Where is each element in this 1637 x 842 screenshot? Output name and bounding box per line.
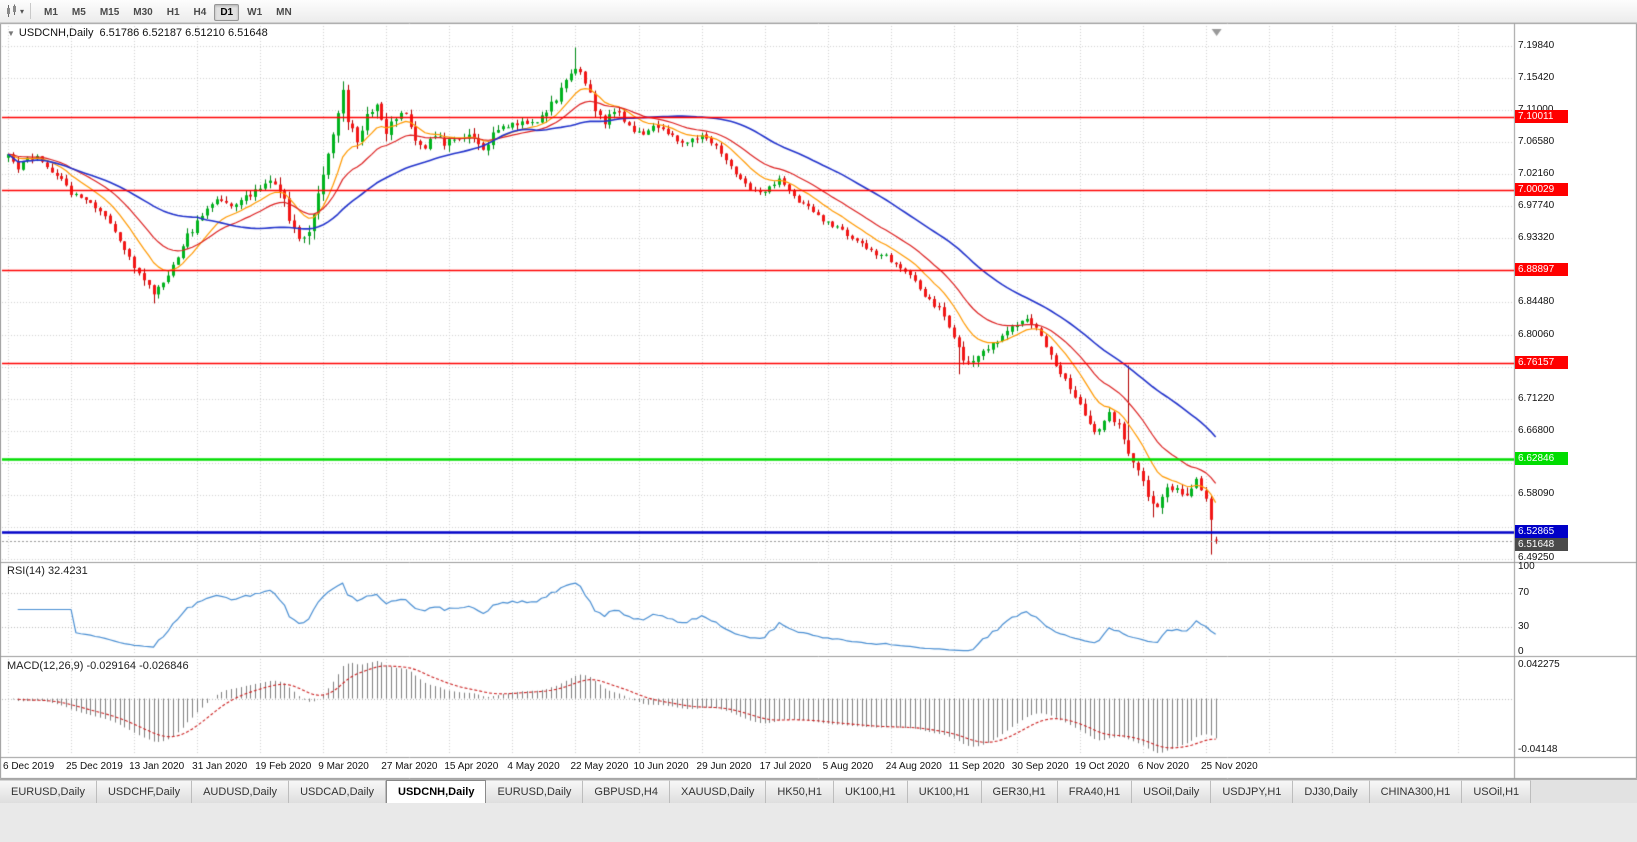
date-axis-label: 19 Oct 2020 bbox=[1074, 761, 1130, 772]
chart-tab-usdcnh-daily[interactable]: USDCNH,Daily bbox=[386, 780, 487, 803]
date-axis-label: 6 Dec 2019 bbox=[3, 761, 55, 772]
date-axis-label: 31 Jan 2020 bbox=[192, 761, 248, 772]
price-axis-label: 6.93320 bbox=[1518, 232, 1555, 244]
chart-symbol-label: USDCNH,Daily bbox=[18, 27, 94, 39]
hline-price-tag[interactable]: 6.62846 bbox=[1515, 452, 1568, 466]
date-axis-label: 19 Feb 2020 bbox=[255, 761, 312, 772]
chart-tab-usoil-daily[interactable]: USOil,Daily bbox=[1132, 780, 1212, 803]
date-axis-label: 25 Nov 2020 bbox=[1200, 761, 1258, 772]
price-axis-label: 7.06580 bbox=[1518, 136, 1555, 148]
date-axis-label: 25 Dec 2019 bbox=[66, 761, 123, 772]
toolbar: ▾ M1 M5 M15 M30 H1 H4 D1 W1 MN bbox=[0, 0, 1637, 23]
chart-tab-xauusd-daily[interactable]: XAUUSD,Daily bbox=[669, 780, 767, 803]
chart-tab-dj30-daily[interactable]: DJ30,Daily bbox=[1293, 780, 1370, 803]
date-axis-label: 13 Jan 2020 bbox=[129, 761, 185, 772]
chart-tab-ger30-h1[interactable]: GER30,H1 bbox=[981, 780, 1058, 803]
chart-tab-usdjpy-h1[interactable]: USDJPY,H1 bbox=[1211, 780, 1294, 803]
chart-tab-eurusd-daily[interactable]: EURUSD,Daily bbox=[0, 780, 97, 803]
timeframe-button-M5[interactable]: M5 bbox=[71, 7, 86, 18]
macd-indicator-label: MACD(12,26,9) -0.029164 -0.026846 bbox=[7, 660, 189, 672]
rsi-axis-label: 100 bbox=[1518, 561, 1535, 572]
date-axis-label: 27 Mar 2020 bbox=[381, 761, 438, 772]
timeframe-button-H4[interactable]: H4 bbox=[193, 7, 207, 18]
date-axis-label: 24 Aug 2020 bbox=[885, 761, 942, 772]
date-axis-label: 9 Mar 2020 bbox=[318, 761, 369, 772]
date-axis-label: 4 May 2020 bbox=[507, 761, 560, 772]
collapse-arrow-icon[interactable]: ▼ bbox=[7, 29, 15, 38]
timeframe-button-M15[interactable]: M15 bbox=[99, 7, 120, 18]
rsi-axis-label: 70 bbox=[1518, 586, 1530, 598]
candlestick-chart-icon[interactable] bbox=[5, 4, 19, 18]
chart-ohlc-values: 6.51786 6.52187 6.51210 6.51648 bbox=[99, 27, 268, 39]
rsi-axis-label: 0 bbox=[1518, 646, 1524, 657]
price-axis-label: 7.02160 bbox=[1518, 168, 1555, 180]
chevron-down-icon[interactable]: ▾ bbox=[20, 6, 25, 16]
hline-price-tag[interactable]: 6.52865 bbox=[1515, 524, 1568, 538]
date-axis-label: 5 Aug 2020 bbox=[822, 761, 874, 772]
rsi-pane[interactable] bbox=[0, 563, 1514, 656]
macd-axis-bottom-label: -0.04148 bbox=[1518, 744, 1558, 755]
date-axis-label: 17 Jul 2020 bbox=[759, 761, 812, 772]
chart-tab-bar: EURUSD,Daily USDCHF,Daily AUDUSD,Daily USDC… bbox=[0, 779, 1637, 803]
date-axis-label: 22 May 2020 bbox=[570, 761, 629, 772]
current-price-tag: 6.51648 bbox=[1515, 537, 1568, 551]
date-axis-label: 11 Sep 2020 bbox=[948, 761, 1005, 772]
price-axis-label: 7.19840 bbox=[1518, 40, 1555, 51]
hline-price-tag[interactable]: 7.10011 bbox=[1515, 110, 1568, 124]
price-axis-label: 7.15420 bbox=[1518, 72, 1555, 84]
timeframe-button-M1[interactable]: M1 bbox=[44, 7, 58, 18]
price-axis-label: 6.71220 bbox=[1518, 392, 1555, 404]
price-axis-label: 6.80060 bbox=[1518, 328, 1555, 340]
price-axis-label: 6.66800 bbox=[1518, 424, 1555, 436]
timeframe-button-H1[interactable]: H1 bbox=[166, 7, 180, 18]
price-axis-label: 6.97740 bbox=[1518, 200, 1555, 212]
timeframe-button-MN[interactable]: MN bbox=[276, 7, 292, 18]
chart-title: ▼ USDCNH,Daily 6.51786 6.52187 6.51210 6.5… bbox=[7, 27, 268, 39]
chart-tab-usoil-h1[interactable]: USOil,H1 bbox=[1462, 780, 1532, 803]
chart-tab-eurusd-daily[interactable]: EURUSD,Daily bbox=[486, 780, 584, 803]
price-axis[interactable] bbox=[1514, 23, 1637, 758]
toolbar-separator bbox=[30, 3, 32, 19]
chart-tab-audusd-daily[interactable]: AUDUSD,Daily bbox=[192, 780, 290, 803]
rsi-axis-label: 30 bbox=[1518, 620, 1530, 632]
hline-price-tag[interactable]: 6.88897 bbox=[1515, 263, 1568, 277]
price-axis-label: 6.49250 bbox=[1518, 552, 1555, 563]
date-axis-label: 15 Apr 2020 bbox=[444, 761, 499, 772]
chart-tab-fra40-h1[interactable]: FRA40,H1 bbox=[1057, 780, 1133, 803]
date-axis-label: 6 Nov 2020 bbox=[1137, 761, 1190, 772]
chart-canvas[interactable] bbox=[0, 0, 1637, 779]
macd-pane[interactable] bbox=[0, 657, 1514, 757]
chart-tab-gbpusd-h4[interactable]: GBPUSD,H4 bbox=[583, 780, 670, 803]
price-axis-label: 7.11000 bbox=[1518, 104, 1553, 115]
date-axis-label: 10 Jun 2020 bbox=[633, 761, 689, 772]
hline-price-tag[interactable]: 7.00029 bbox=[1515, 182, 1568, 196]
chart-tab-usdchf-daily[interactable]: USDCHF,Daily bbox=[96, 780, 193, 803]
timeframe-group: M1 M5 M15 M30 H1 H4 D1 W1 MN bbox=[37, 2, 299, 21]
chart-tab-uk100-h1[interactable]: UK100,H1 bbox=[907, 780, 982, 803]
chart-tab-china300-h1[interactable]: CHINA300,H1 bbox=[1369, 780, 1463, 803]
hline-price-tag[interactable]: 6.76157 bbox=[1515, 355, 1568, 369]
timeframe-button-M30[interactable]: M30 bbox=[133, 7, 153, 18]
chart-tab-hk50-h1[interactable]: HK50,H1 bbox=[766, 780, 834, 803]
timeframe-button-D1[interactable]: D1 bbox=[214, 4, 240, 21]
chart-tab-uk100-h1[interactable]: UK100,H1 bbox=[833, 780, 908, 803]
date-axis-label: 30 Sep 2020 bbox=[1011, 761, 1069, 772]
timeframe-button-W1[interactable]: W1 bbox=[247, 7, 263, 18]
price-axis-label: 6.84480 bbox=[1518, 296, 1555, 308]
chart-tab-usdcad-daily[interactable]: USDCAD,Daily bbox=[289, 780, 387, 803]
main-chart-pane[interactable] bbox=[0, 24, 1514, 562]
price-axis-label: 6.58090 bbox=[1518, 487, 1555, 499]
macd-axis-top-label: 0.042275 bbox=[1518, 659, 1560, 670]
rsi-indicator-label: RSI(14) 32.4231 bbox=[7, 565, 88, 577]
date-axis-label: 29 Jun 2020 bbox=[696, 761, 752, 772]
